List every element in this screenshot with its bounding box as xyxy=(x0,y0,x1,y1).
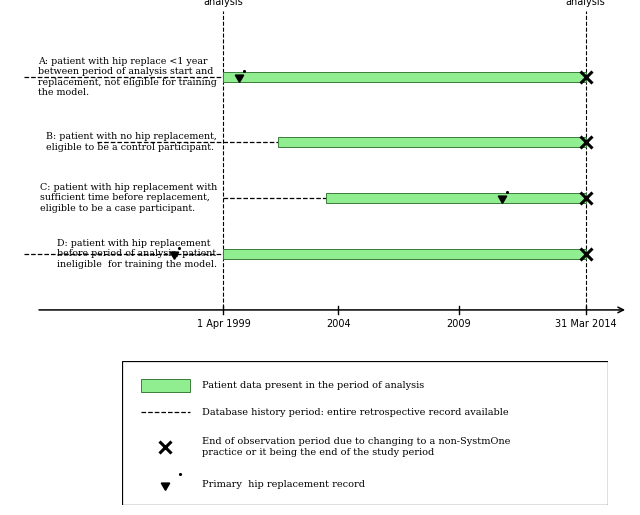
Text: End of period of
analysis: End of period of analysis xyxy=(547,0,625,7)
FancyBboxPatch shape xyxy=(122,360,608,505)
Text: 1 Apr 1999: 1 Apr 1999 xyxy=(196,319,250,329)
Text: Primary  hip replacement record: Primary hip replacement record xyxy=(202,480,365,489)
FancyBboxPatch shape xyxy=(326,193,586,203)
Text: A: patient with hip replace <1 year
between period of analysis start and
replace: A: patient with hip replace <1 year betw… xyxy=(38,57,217,97)
Text: 2004: 2004 xyxy=(326,319,351,329)
FancyBboxPatch shape xyxy=(141,379,189,391)
FancyBboxPatch shape xyxy=(278,137,586,147)
Text: D: patient with hip replacement
before period of analysis, patient
ineligible  f: D: patient with hip replacement before p… xyxy=(57,239,217,269)
FancyBboxPatch shape xyxy=(223,72,586,82)
Text: Patient data present in the period of analysis: Patient data present in the period of an… xyxy=(202,381,424,389)
Text: 2009: 2009 xyxy=(447,319,471,329)
Text: 31 Mar 2014: 31 Mar 2014 xyxy=(555,319,616,329)
FancyBboxPatch shape xyxy=(223,249,586,259)
Text: Start of period of
analysis: Start of period of analysis xyxy=(182,0,265,7)
Text: B: patient with no hip replacement,
eligible to be a control participant.: B: patient with no hip replacement, elig… xyxy=(46,132,217,151)
Text: End of observation period due to changing to a non-SystmOne
practice or it being: End of observation period due to changin… xyxy=(202,437,510,457)
Text: C: patient with hip replacement with
sufficient time before replacement,
eligibl: C: patient with hip replacement with suf… xyxy=(40,183,217,213)
Text: Database history period: entire retrospective record available: Database history period: entire retrospe… xyxy=(202,408,509,417)
